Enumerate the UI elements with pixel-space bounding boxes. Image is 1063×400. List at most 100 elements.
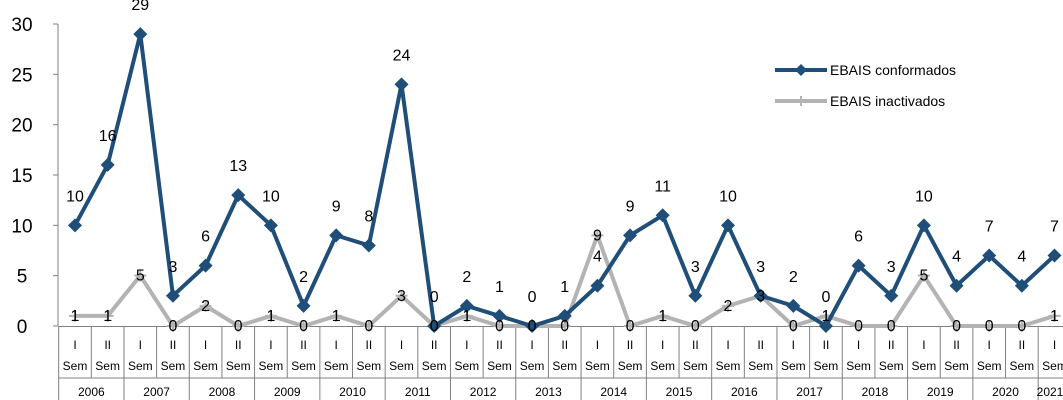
- data-label: 4: [1017, 249, 1026, 266]
- category-sem-label: Sem: [944, 359, 969, 373]
- category-half-label: II: [1019, 338, 1026, 352]
- data-point: [591, 229, 604, 242]
- data-point: [361, 238, 376, 253]
- data-label: 5: [919, 268, 928, 285]
- data-point: [395, 289, 408, 302]
- data-point: [232, 320, 245, 332]
- y-tick-label: 10: [11, 216, 32, 237]
- data-label: 16: [99, 128, 117, 145]
- data-label: 10: [915, 188, 933, 205]
- data-label: 24: [393, 47, 411, 64]
- category-half-label: I: [73, 338, 76, 352]
- category-sem-label: Sem: [618, 359, 643, 373]
- y-tick-label: 0: [17, 317, 28, 338]
- category-half-label: I: [792, 338, 795, 352]
- year-label: 2014: [600, 385, 627, 399]
- year-label: 2016: [731, 385, 758, 399]
- y-tick-label: 30: [11, 15, 32, 36]
- data-point: [101, 309, 114, 322]
- data-point: [459, 298, 474, 313]
- category-half-label: II: [561, 338, 568, 352]
- data-label: 0: [430, 318, 439, 335]
- year-label: 2019: [927, 385, 954, 399]
- category-sem-label: Sem: [912, 359, 937, 373]
- year-label: 2015: [666, 385, 693, 399]
- data-label: 10: [719, 188, 737, 205]
- category-sem-label: Sem: [63, 359, 88, 373]
- category-half-label: II: [496, 338, 503, 352]
- category-sem-label: Sem: [422, 359, 447, 373]
- category-half-label: I: [465, 338, 468, 352]
- data-label: 2: [789, 269, 798, 286]
- data-point: [722, 299, 734, 312]
- data-label: 1: [266, 308, 275, 325]
- data-label: 5: [136, 268, 145, 285]
- data-label: 7: [985, 219, 994, 236]
- data-point: [362, 320, 375, 332]
- data-label: 2: [201, 298, 210, 315]
- data-label: 29: [131, 0, 149, 14]
- legend-label: EBAIS conformados: [830, 62, 956, 78]
- category-half-label: I: [400, 338, 403, 352]
- category-sem-label: Sem: [585, 359, 610, 373]
- category-half-label: I: [269, 338, 272, 352]
- data-point: [787, 320, 800, 332]
- data-point: [688, 288, 703, 303]
- data-label: 9: [332, 198, 341, 215]
- year-label: 2010: [339, 385, 366, 399]
- data-point: [264, 309, 277, 322]
- data-label: 0: [528, 318, 537, 335]
- category-half-label: II: [823, 338, 830, 352]
- year-label: 2013: [535, 385, 562, 399]
- data-label: 1: [560, 279, 569, 296]
- data-label: 0: [1017, 318, 1026, 335]
- data-label: 8: [364, 208, 373, 225]
- data-point: [69, 309, 81, 322]
- data-point: [165, 288, 180, 303]
- year-label: 2006: [78, 385, 105, 399]
- category-sem-label: Sem: [193, 359, 218, 373]
- data-label: 4: [952, 249, 961, 266]
- data-label: 3: [887, 259, 896, 276]
- legend-marker: [795, 64, 807, 76]
- category-sem-label: Sem: [454, 359, 479, 373]
- data-point: [753, 288, 768, 303]
- y-tick-label: 20: [11, 116, 32, 137]
- data-point: [296, 298, 311, 313]
- data-label: 0: [495, 318, 504, 335]
- data-point: [231, 188, 246, 203]
- data-label: 3: [397, 288, 406, 305]
- category-half-label: I: [596, 338, 599, 352]
- data-label: 0: [626, 318, 635, 335]
- category-sem-label: Sem: [1042, 359, 1063, 373]
- data-point: [656, 309, 669, 322]
- y-tick-label: 25: [11, 65, 32, 86]
- legend: EBAIS conformados EBAIS inactivados: [775, 62, 956, 109]
- data-label: 1: [1050, 308, 1059, 325]
- category-half-label: I: [726, 338, 729, 352]
- data-label: 13: [229, 158, 247, 175]
- data-point: [394, 77, 409, 92]
- category-half-label: I: [530, 338, 533, 352]
- data-label: 0: [854, 318, 863, 335]
- data-point: [624, 320, 637, 332]
- data-point: [885, 320, 898, 332]
- data-point: [917, 269, 930, 282]
- data-label: 0: [364, 318, 373, 335]
- category-half-label: II: [888, 338, 895, 352]
- data-point: [884, 288, 899, 303]
- data-point: [818, 319, 833, 333]
- series-layer: [68, 27, 1062, 333]
- data-point: [655, 208, 670, 223]
- data-point: [1047, 248, 1062, 263]
- data-label: 1: [821, 308, 830, 325]
- category-half-label: I: [204, 338, 207, 352]
- category-half-label: I: [335, 338, 338, 352]
- category-sem-label: Sem: [977, 359, 1002, 373]
- category-half-label: I: [857, 338, 860, 352]
- data-label: 6: [854, 229, 863, 246]
- data-point: [689, 320, 702, 332]
- data-point: [133, 27, 148, 42]
- data-point: [330, 309, 343, 322]
- year-label: 2017: [796, 385, 823, 399]
